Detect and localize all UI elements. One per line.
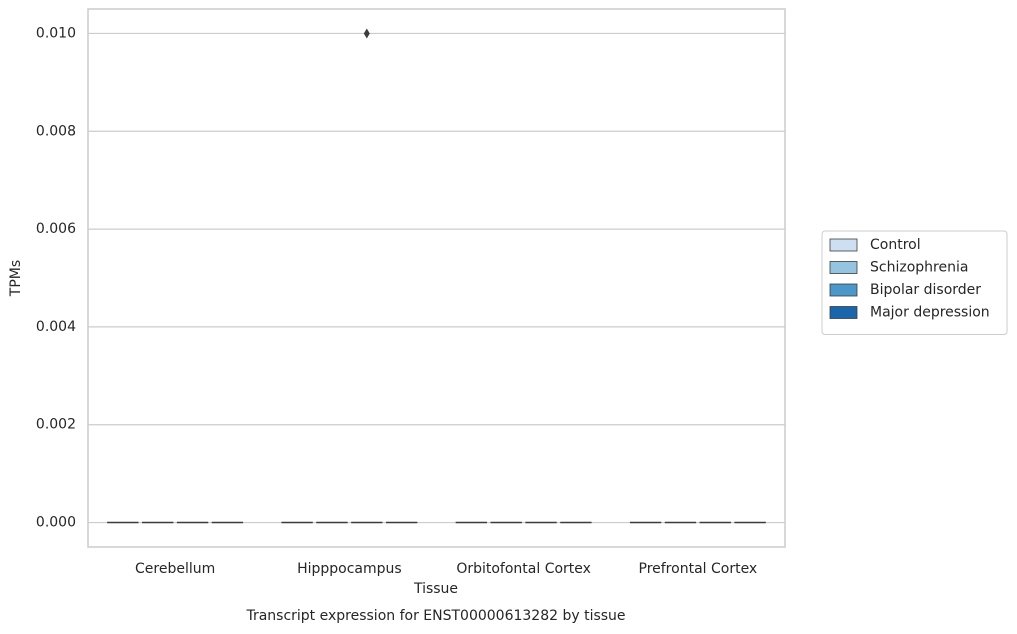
y-tick-label: 0.008 — [36, 123, 76, 139]
x-axis-label: Tissue — [413, 581, 458, 597]
legend-swatch — [829, 238, 858, 252]
y-axis-label: TPMs — [8, 260, 24, 297]
chart-title: Transcript expression for ENST0000061328… — [245, 608, 625, 624]
outlier — [363, 28, 370, 39]
legend-frame — [821, 230, 1008, 335]
x-tick-label: Prefrontal Cortex — [639, 561, 758, 577]
legend-swatch — [829, 283, 858, 297]
y-tick-label: 0.002 — [36, 417, 76, 433]
legend-label: Control — [870, 237, 921, 253]
legend-label: Major depression — [870, 305, 990, 321]
x-tick-label: Hipppocampus — [297, 561, 402, 577]
legend-label: Bipolar disorder — [870, 282, 981, 298]
y-tick-label: 0.010 — [36, 25, 76, 41]
legend-swatch — [829, 306, 858, 319]
plot-frame — [87, 8, 786, 548]
legend-label: Schizophrenia — [870, 260, 968, 276]
y-tick-label: 0.004 — [36, 319, 76, 335]
y-tick-label: 0.000 — [36, 515, 76, 531]
x-tick-label: Orbitofontal Cortex — [456, 561, 591, 577]
x-tick-label: Cerebellum — [135, 561, 215, 577]
y-tick-label: 0.006 — [36, 221, 76, 237]
legend-swatch — [829, 261, 858, 274]
